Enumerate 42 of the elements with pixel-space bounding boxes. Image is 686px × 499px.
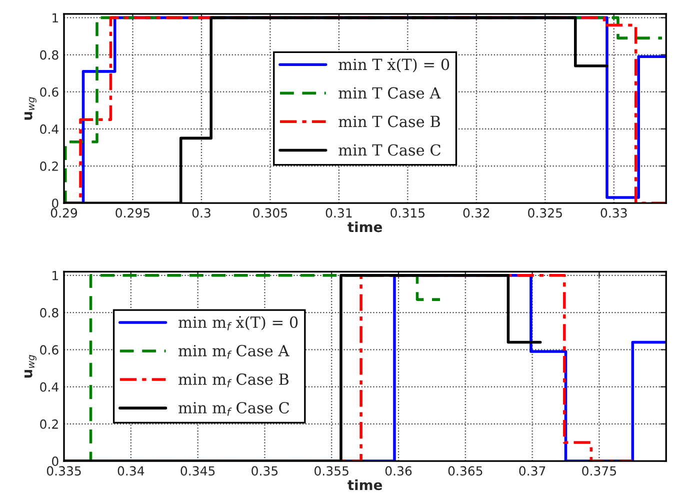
x-tick-label: 0.3 bbox=[192, 208, 210, 218]
y-tick-label: 0.6 bbox=[40, 87, 58, 97]
x-tick-label: 0.345 bbox=[180, 466, 215, 476]
legend-label: min T Case A bbox=[338, 87, 441, 99]
x-axis-title: time bbox=[348, 221, 382, 232]
x-tick-label: 0.375 bbox=[582, 466, 616, 476]
x-tick-label: 0.33 bbox=[600, 208, 627, 218]
y-tick-label: 1 bbox=[52, 13, 58, 22]
y-tick-label: 0.2 bbox=[40, 161, 58, 171]
x-tick-label: 0.335 bbox=[46, 466, 81, 476]
x-tick-label: 0.31 bbox=[326, 208, 352, 218]
y-tick-label: 0.4 bbox=[40, 124, 58, 134]
legend-label: min m$_{f}$ Case C bbox=[178, 402, 290, 416]
x-tick-label: 0.295 bbox=[116, 208, 150, 218]
legend-label: min T Case B bbox=[338, 116, 440, 128]
y-tick-label: 0.6 bbox=[40, 345, 58, 355]
x-tick-label: 0.315 bbox=[390, 208, 424, 218]
x-tick-label: 0.29 bbox=[50, 208, 78, 218]
y-axis-title: u$_{wg}$ bbox=[24, 354, 36, 378]
legend-label: min m$_{f}$ Case B bbox=[178, 373, 289, 388]
x-tick-label: 0.36 bbox=[385, 466, 412, 476]
x-tick-label: 0.34 bbox=[118, 466, 144, 476]
y-tick-label: 1 bbox=[52, 271, 58, 280]
y-tick-label: 0 bbox=[52, 198, 58, 208]
y-tick-label: 0.4 bbox=[40, 382, 58, 392]
legend-label: min m$_{f}$ ẋ(T) = 0 bbox=[178, 316, 298, 330]
y-axis-title: u$_{wg}$ bbox=[24, 97, 36, 120]
x-tick-label: 0.355 bbox=[314, 466, 348, 476]
y-tick-label: 0.8 bbox=[40, 50, 58, 60]
legend-label: min T ẋ(T) = 0 bbox=[338, 58, 450, 72]
legend-label: min T Case C bbox=[338, 144, 440, 156]
x-tick-label: 0.32 bbox=[463, 208, 490, 218]
legend-label: min m$_{f}$ Case A bbox=[178, 344, 290, 359]
x-tick-label: 0.305 bbox=[253, 208, 288, 218]
x-tick-label: 0.365 bbox=[448, 466, 482, 476]
x-tick-label: 0.35 bbox=[252, 466, 278, 476]
y-tick-label: 0.8 bbox=[40, 308, 58, 318]
y-tick-label: 0 bbox=[52, 456, 58, 466]
x-tick-label: 0.37 bbox=[519, 466, 546, 476]
x-tick-label: 0.325 bbox=[528, 208, 562, 218]
x-axis-title: time bbox=[348, 479, 382, 490]
y-tick-label: 0.2 bbox=[40, 419, 58, 429]
